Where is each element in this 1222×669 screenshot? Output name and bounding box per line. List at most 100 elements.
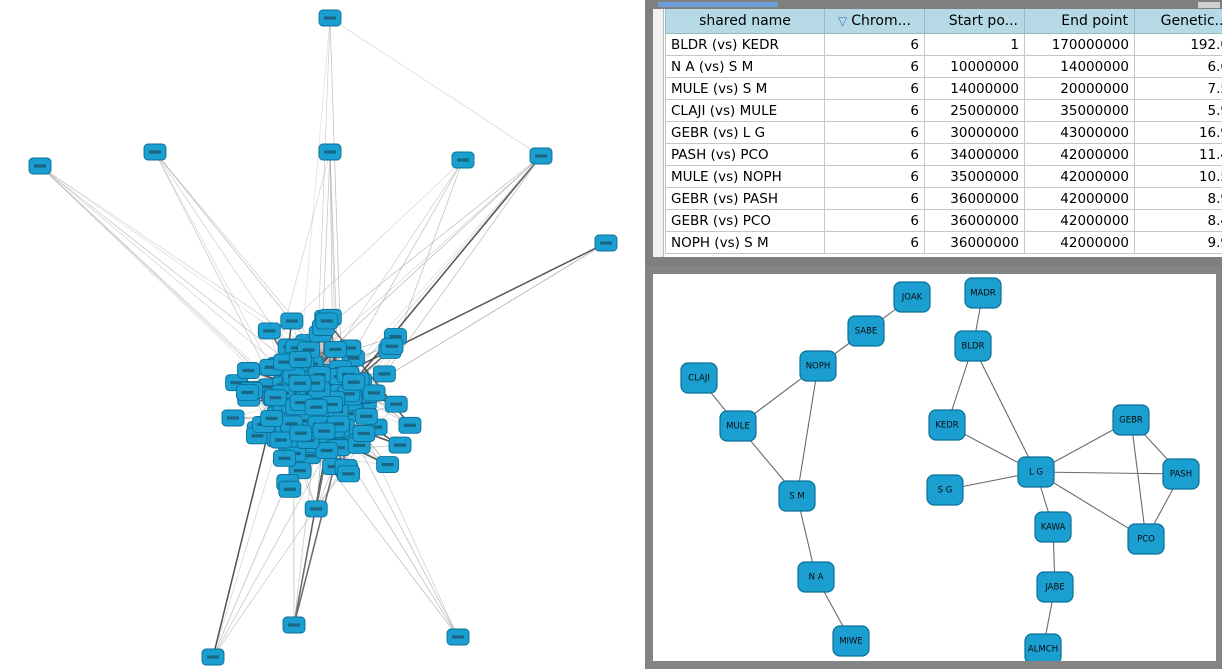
sort-descending-icon[interactable]: ▽ (838, 14, 848, 28)
network-node[interactable] (289, 424, 313, 442)
network-node[interactable]: PASH (1162, 458, 1200, 490)
network-node[interactable]: L G (1017, 456, 1055, 488)
network-node[interactable] (362, 384, 386, 402)
network-node[interactable] (304, 398, 328, 416)
network-node[interactable] (594, 234, 618, 252)
node-label: L G (1029, 468, 1043, 478)
network-node[interactable] (315, 312, 339, 330)
column-header-end-point[interactable]: End point (1024, 9, 1135, 34)
horizontal-scrollbar-thumb[interactable] (1198, 2, 1220, 8)
network-node[interactable] (354, 407, 378, 425)
cell-chromosome: 6 (824, 77, 925, 100)
node-shape (719, 410, 757, 442)
network-node[interactable]: JOAK (893, 281, 931, 313)
network-edge[interactable] (1035, 471, 1182, 475)
column-header-start-point[interactable]: Start po... (924, 9, 1025, 34)
network-node[interactable] (288, 350, 312, 368)
node-label (347, 356, 360, 360)
network-node[interactable]: MIWE (832, 625, 870, 657)
network-node[interactable]: GEBR (1112, 404, 1150, 436)
network-node[interactable] (380, 337, 404, 355)
node-label (299, 419, 312, 423)
network-node[interactable] (352, 425, 376, 442)
network-node[interactable]: JABE (1036, 571, 1074, 603)
network-node[interactable] (257, 322, 281, 340)
network-node[interactable] (28, 157, 52, 175)
node-label (285, 422, 298, 426)
network-node[interactable] (312, 422, 336, 440)
network-node[interactable] (269, 431, 293, 449)
network-node[interactable]: NOPH (799, 350, 837, 382)
network-node[interactable] (260, 409, 284, 427)
network-node[interactable] (529, 147, 553, 165)
network-node[interactable] (318, 9, 342, 27)
node-label (274, 438, 287, 442)
network-node[interactable] (372, 365, 396, 383)
network-node[interactable] (304, 500, 328, 518)
network-node[interactable]: MADR (964, 277, 1002, 309)
network-node[interactable]: SABE (847, 315, 885, 347)
network-node[interactable] (278, 480, 302, 498)
network-edge[interactable] (972, 345, 1037, 473)
network-node[interactable] (376, 456, 400, 474)
network-edge[interactable] (796, 365, 819, 497)
network-node[interactable]: PCO (1127, 523, 1165, 555)
network-node[interactable] (237, 362, 260, 379)
network-node[interactable] (143, 143, 167, 161)
network-node[interactable] (384, 395, 408, 413)
network-node[interactable] (446, 628, 470, 646)
network-node[interactable] (388, 436, 412, 454)
network-node[interactable]: KEDR (928, 409, 966, 441)
network-edge[interactable] (1130, 419, 1147, 540)
network-node[interactable] (323, 340, 347, 358)
network-node[interactable]: KAWA (1034, 511, 1072, 543)
network-node[interactable] (451, 151, 475, 169)
subnetwork-canvas[interactable]: CLAJI MULE NOPH SABE JOAK S M N A MIWE MADR BLDR K… (653, 274, 1216, 661)
cell-end-point: 42000000 (1024, 165, 1135, 188)
node-label (329, 347, 342, 351)
column-header-genetic[interactable]: Genetic... (1134, 9, 1222, 34)
network-node[interactable] (263, 389, 287, 407)
network-node[interactable]: S M (778, 480, 816, 512)
column-header-chromosome[interactable]: ▽ Chrom... (824, 9, 925, 34)
network-edge (326, 242, 607, 383)
network-node[interactable] (221, 409, 245, 427)
table-tab-indicator[interactable] (658, 2, 778, 7)
network-node[interactable] (337, 465, 360, 483)
network-edge[interactable] (1035, 471, 1147, 540)
network-node[interactable] (201, 648, 225, 666)
network-node[interactable] (398, 416, 422, 434)
network-node[interactable]: CLAJI (680, 362, 718, 394)
network-node[interactable]: BLDR (954, 330, 992, 362)
node-label: NOPH (806, 362, 831, 372)
node-label (310, 405, 323, 409)
network-node[interactable]: S G (926, 474, 964, 506)
network-node[interactable] (236, 383, 259, 401)
network-node[interactable] (288, 374, 312, 392)
network-node[interactable] (282, 616, 306, 634)
network-node[interactable] (280, 312, 304, 330)
network-node[interactable]: MULE (719, 410, 757, 442)
network-node[interactable]: ALMCH (1024, 633, 1062, 661)
cell-end-point: 42000000 (1024, 209, 1135, 232)
network-node[interactable]: N A (797, 561, 835, 593)
shared-interactions-table[interactable]: shared name ▽ Chrom... Start po... End po… (665, 9, 1222, 254)
network-node[interactable] (342, 373, 366, 391)
network-edge (212, 406, 290, 658)
table-viewport[interactable]: shared name ▽ Chrom... Start po... End po… (653, 9, 1222, 257)
network-node[interactable] (273, 449, 296, 467)
column-header-shared-name[interactable]: shared name (665, 9, 825, 34)
network-node[interactable] (315, 442, 339, 460)
network-node[interactable] (318, 143, 342, 161)
full-genome-network-canvas[interactable] (0, 0, 645, 669)
